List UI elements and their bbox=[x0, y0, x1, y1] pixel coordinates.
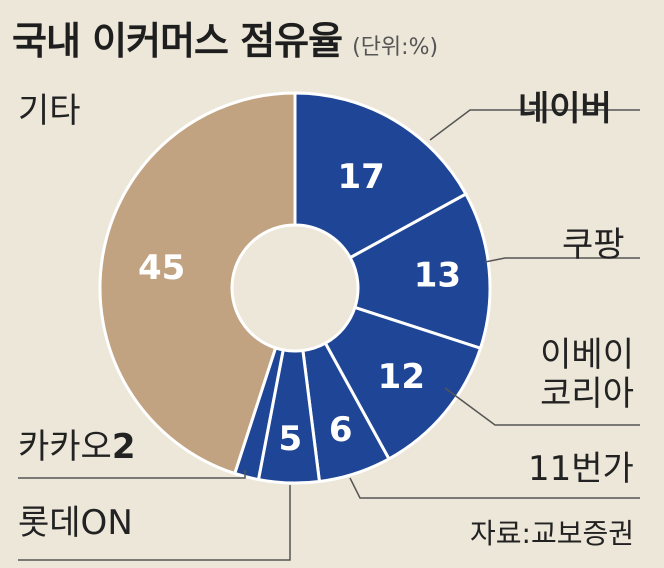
legend-label-lotte: 롯데ON bbox=[18, 503, 133, 543]
unit-label: (단위:%) bbox=[352, 35, 439, 60]
slice-etc bbox=[98, 91, 297, 476]
value-ebay: 12 bbox=[378, 357, 425, 397]
source-note: 자료:교보증권 bbox=[470, 517, 634, 550]
leader-lotte bbox=[18, 485, 291, 561]
value-lotte: 5 bbox=[278, 419, 302, 459]
leader-naver bbox=[429, 109, 640, 141]
legend-label-ebay-line1: 이베이 bbox=[540, 335, 634, 375]
legend-label-ebay-line2: 코리아 bbox=[540, 374, 634, 415]
legend-label-kakao: 카카오2 bbox=[18, 427, 136, 467]
legend-label-coupang: 쿠팡 bbox=[562, 225, 625, 265]
legend-label-kakao-value: 2 bbox=[111, 427, 136, 467]
leader-coupang bbox=[484, 257, 640, 263]
legend-label-etc: 기타 bbox=[18, 91, 81, 131]
slice-coupang bbox=[348, 192, 492, 351]
leader-11st bbox=[349, 477, 640, 499]
legend-label-11st: 11번가 bbox=[528, 449, 634, 489]
leader-ebay bbox=[444, 387, 640, 426]
value-coupang: 13 bbox=[414, 256, 461, 296]
chart-header: 국내 이커머스 점유율 (단위:%) bbox=[12, 10, 438, 65]
slice-ebay bbox=[323, 305, 483, 461]
legend-label-ebay: 이베이 코리아 bbox=[540, 335, 634, 415]
value-naver: 17 bbox=[338, 157, 385, 197]
value-etc: 45 bbox=[138, 248, 185, 288]
legend-label-naver: 네이버 bbox=[518, 89, 612, 129]
value-11st: 6 bbox=[329, 410, 353, 450]
leader-kakao bbox=[18, 470, 246, 479]
legend-label-kakao-name: 카카오 bbox=[18, 427, 112, 467]
chart-title: 국내 이커머스 점유율 bbox=[12, 19, 343, 63]
